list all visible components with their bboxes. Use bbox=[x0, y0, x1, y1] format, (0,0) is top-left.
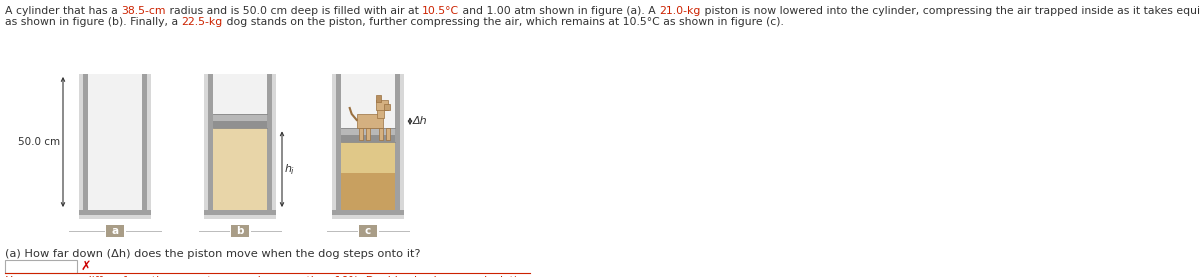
Text: mm: mm bbox=[409, 276, 433, 277]
Text: 10.5°C: 10.5°C bbox=[422, 6, 460, 16]
Bar bbox=[214, 114, 266, 121]
Bar bbox=[332, 74, 336, 219]
Bar bbox=[79, 216, 151, 219]
Text: radius and is 50.0 cm deep is filled with air at: radius and is 50.0 cm deep is filled wit… bbox=[166, 6, 422, 16]
Text: b: b bbox=[236, 226, 244, 236]
Bar bbox=[214, 121, 266, 129]
Text: piston is now lowered into the cylinder, compressing the air trapped inside as i: piston is now lowered into the cylinder,… bbox=[701, 6, 1200, 16]
Text: a: a bbox=[112, 226, 119, 236]
Text: c: c bbox=[365, 226, 371, 236]
Bar bbox=[356, 114, 383, 128]
Bar bbox=[214, 74, 266, 210]
Bar bbox=[204, 74, 208, 219]
Bar bbox=[336, 74, 341, 219]
Bar bbox=[332, 210, 404, 219]
Bar bbox=[79, 210, 151, 219]
Bar bbox=[230, 225, 250, 237]
Bar bbox=[359, 128, 362, 140]
Bar bbox=[341, 128, 395, 135]
Text: 50.0 cm: 50.0 cm bbox=[18, 137, 60, 147]
Bar bbox=[395, 74, 400, 219]
Bar bbox=[83, 74, 88, 219]
Bar bbox=[142, 74, 146, 219]
Text: (a) How far down (Δh) does the piston move when the dog steps onto it?: (a) How far down (Δh) does the piston mo… bbox=[5, 249, 420, 259]
Bar bbox=[376, 100, 388, 110]
Text: Your response differs from the correct answer by more than 10%. Double check you: Your response differs from the correct a… bbox=[5, 276, 540, 277]
Text: 38.5-cm: 38.5-cm bbox=[121, 6, 166, 16]
Bar bbox=[5, 260, 77, 273]
Text: A cylinder that has a: A cylinder that has a bbox=[5, 6, 121, 16]
Text: i: i bbox=[292, 167, 293, 176]
Bar bbox=[332, 216, 404, 219]
Bar bbox=[204, 210, 276, 219]
Bar bbox=[204, 216, 276, 219]
Text: as shown in figure (b). Finally, a: as shown in figure (b). Finally, a bbox=[5, 17, 181, 27]
Bar bbox=[341, 173, 395, 210]
Bar bbox=[341, 135, 395, 142]
Text: 22.5-kg: 22.5-kg bbox=[181, 17, 223, 27]
Bar bbox=[208, 74, 214, 219]
Text: 21.0-kg: 21.0-kg bbox=[660, 6, 701, 16]
Bar bbox=[376, 95, 380, 102]
Bar bbox=[341, 142, 395, 173]
Bar bbox=[379, 128, 383, 140]
Bar bbox=[341, 74, 395, 210]
Bar bbox=[366, 128, 370, 140]
Bar bbox=[146, 74, 151, 219]
Text: h: h bbox=[286, 164, 292, 174]
Bar bbox=[400, 74, 404, 219]
Bar bbox=[359, 225, 377, 237]
Text: and 1.00 atm shown in figure (a). A: and 1.00 atm shown in figure (a). A bbox=[460, 6, 660, 16]
Bar bbox=[385, 128, 390, 140]
Bar bbox=[384, 104, 390, 110]
Bar bbox=[377, 108, 384, 118]
Bar bbox=[214, 129, 266, 210]
Bar bbox=[79, 74, 83, 219]
Bar bbox=[88, 74, 142, 210]
Text: Δh: Δh bbox=[413, 116, 427, 126]
Text: dog stands on the piston, further compressing the air, which remains at 10.5°C a: dog stands on the piston, further compre… bbox=[223, 17, 784, 27]
Text: ✗: ✗ bbox=[82, 260, 91, 273]
Bar bbox=[106, 225, 124, 237]
Bar bbox=[266, 74, 272, 219]
Bar bbox=[272, 74, 276, 219]
